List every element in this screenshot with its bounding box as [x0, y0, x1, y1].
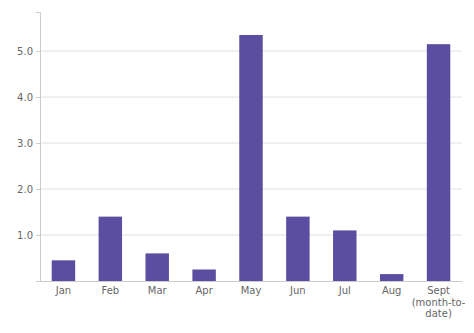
x-tick-label: Jan — [55, 285, 71, 296]
bar — [52, 260, 75, 281]
y-axis: 1.0 2.0 3.0 4.0 5.0 — [17, 13, 40, 282]
bar — [286, 217, 309, 281]
y-axis-line — [36, 13, 41, 282]
y-tick: 1.0 — [17, 230, 40, 241]
x-tick-label: Jul — [338, 285, 351, 296]
x-tick: Feb — [101, 281, 119, 296]
y-tick-label: 5.0 — [17, 46, 33, 57]
bars — [52, 35, 451, 281]
x-tick-label: May — [241, 285, 262, 296]
bar — [192, 270, 215, 281]
x-tick-label-line: (month-to- — [412, 297, 466, 308]
x-tick: Jan — [55, 281, 71, 296]
bar — [380, 274, 403, 281]
x-tick-label: Feb — [101, 285, 119, 296]
x-tick: Apr — [195, 281, 213, 296]
x-tick-label-line: Sept — [427, 285, 450, 296]
x-tick-label-line: Apr — [195, 285, 213, 296]
x-tick-label-line: Mar — [148, 285, 168, 296]
y-tick-label: 2.0 — [17, 184, 33, 195]
bar — [427, 44, 450, 281]
y-tick-label: 4.0 — [17, 92, 33, 103]
y-tick-line — [36, 189, 40, 190]
x-tick-label-line: May — [241, 285, 262, 296]
x-tick: Aug — [382, 281, 402, 296]
bar — [146, 253, 169, 281]
x-tick-label: Apr — [195, 285, 213, 296]
x-tick-label-line: date) — [425, 308, 452, 319]
x-tick: Sept(month-to-date) — [412, 281, 466, 319]
y-tick: 4.0 — [17, 92, 40, 103]
x-tick-label-line: Jul — [338, 285, 351, 296]
y-tick-line — [36, 235, 40, 236]
chart: Jan Feb Mar Apr May Jun Jul Aug Sept(month-to-da… — [0, 0, 474, 333]
x-tick-label: Sept(month-to-date) — [412, 285, 466, 319]
x-tick-label-line: Jun — [289, 285, 306, 296]
y-tick: 2.0 — [17, 184, 40, 195]
x-tick-label: Jun — [289, 285, 306, 296]
bar — [239, 35, 262, 281]
x-tick-label-line: Feb — [101, 285, 119, 296]
plot: Jan Feb Mar Apr May Jun Jul Aug Sept(month-to-da… — [17, 13, 466, 320]
y-tick: 5.0 — [17, 46, 40, 57]
x-tick: Mar — [148, 281, 168, 296]
x-tick-label: Mar — [148, 285, 168, 296]
x-tick-label-line: Jan — [55, 285, 71, 296]
x-axis-line — [41, 281, 463, 282]
y-tick-label: 3.0 — [17, 138, 33, 149]
y-tick-line — [36, 143, 40, 144]
y-tick: 3.0 — [17, 138, 40, 149]
y-tick-line — [36, 51, 40, 52]
x-tick-label-line: Aug — [382, 285, 402, 296]
y-tick-line — [36, 97, 40, 98]
bar — [99, 217, 122, 281]
x-tick: Jun — [289, 281, 306, 296]
x-axis: Jan Feb Mar Apr May Jun Jul Aug Sept(month-to-da… — [41, 281, 466, 319]
x-tick-label: Aug — [382, 285, 402, 296]
x-tick: May — [241, 281, 262, 296]
x-tick: Jul — [338, 281, 351, 296]
y-tick-label: 1.0 — [17, 230, 33, 241]
bar — [333, 230, 356, 281]
